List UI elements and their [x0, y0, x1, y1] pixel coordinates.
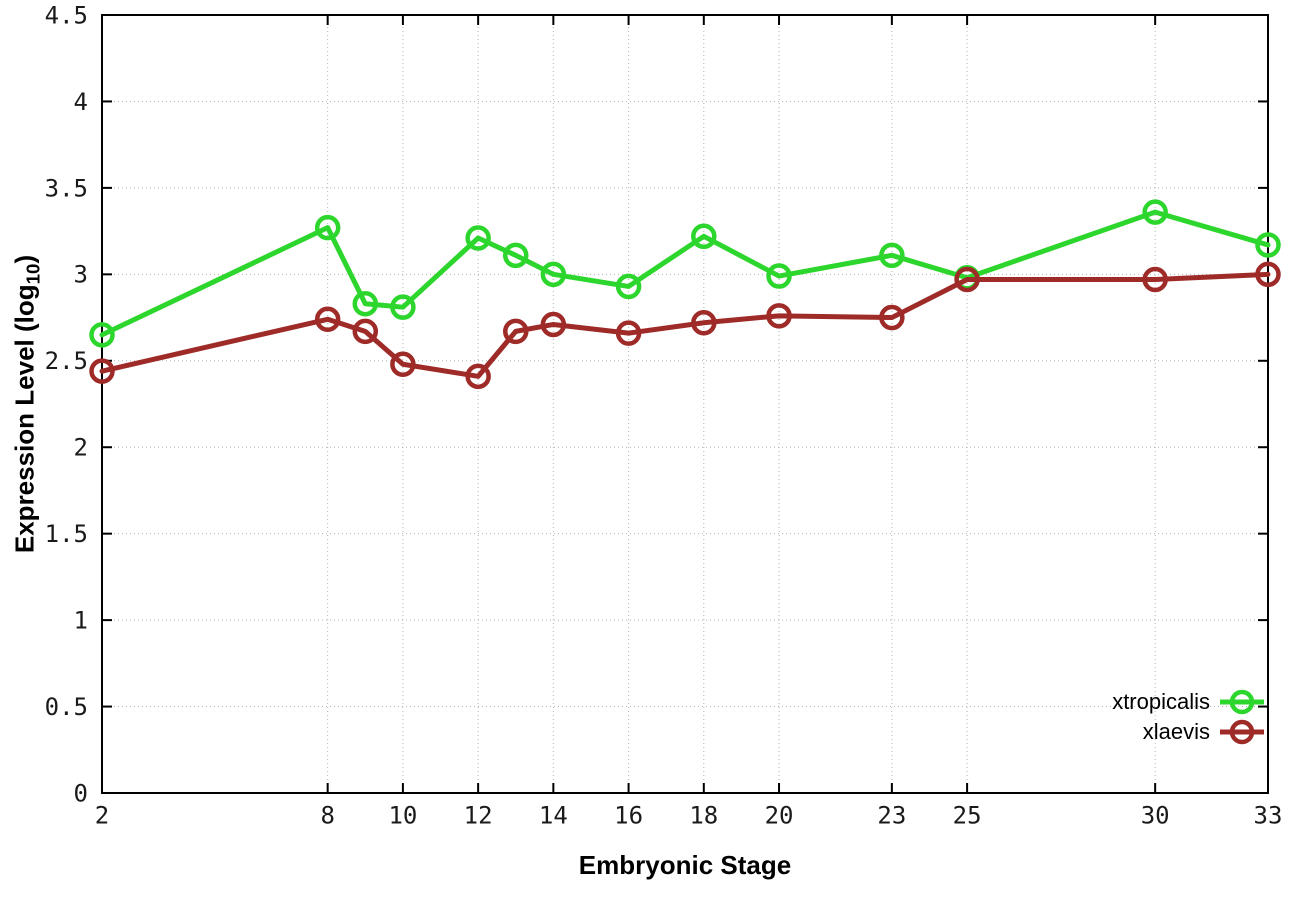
legend: xtropicalis xlaevis: [1112, 687, 1265, 747]
y-axis-label: Expression Level (log10): [9, 255, 44, 553]
data-point-xlaevis-13: [502, 318, 529, 345]
y-tick-label-3: 3: [74, 261, 88, 289]
x-tick-label-23: 23: [877, 802, 906, 830]
legend-sample-xtropicalis: [1220, 689, 1264, 715]
data-point-xtropicalis-18: [691, 223, 717, 250]
legend-marker-icon: [1229, 719, 1255, 745]
x-tick-label-12: 12: [464, 802, 493, 830]
y-tick-label-2: 2: [74, 434, 88, 462]
data-point-xtropicalis-13: [502, 242, 529, 269]
data-point-xtropicalis-23: [879, 242, 905, 269]
data-point-xlaevis-9: [352, 318, 379, 345]
y-axis-label-subscript: 10: [22, 263, 44, 285]
data-point-xlaevis-8: [314, 306, 341, 333]
series-line-xtropicalis: [99, 209, 1271, 338]
legend-sample-xlaevis: [1220, 719, 1264, 745]
x-tick-label-20: 20: [765, 802, 794, 830]
y-tick-label-0.5: 0.5: [45, 693, 88, 721]
data-point-xlaevis-16: [615, 320, 642, 346]
legend-item-xtropicalis: xtropicalis: [1112, 687, 1265, 717]
data-point-xtropicalis-16: [615, 273, 642, 300]
x-tick-label-18: 18: [689, 802, 718, 830]
x-tick-label-8: 8: [320, 802, 334, 830]
data-point-xlaevis-33: [1255, 261, 1281, 288]
data-point-xlaevis-10: [390, 351, 416, 377]
y-axis-label-close: ): [9, 254, 40, 264]
y-tick-label-0: 0: [74, 779, 88, 807]
legend-label-xtropicalis: xtropicalis: [1112, 689, 1210, 714]
data-point-xlaevis-25: [954, 266, 980, 293]
y-tick-label-4.5: 4.5: [45, 1, 88, 29]
y-tick-label-1: 1: [74, 607, 88, 635]
data-point-xtropicalis-20: [766, 263, 792, 289]
plot-border: [101, 14, 1269, 794]
y-axis-label-text: Expression Level (log: [9, 284, 40, 554]
y-tick-label-2.5: 2.5: [45, 347, 88, 375]
x-tick-label-30: 30: [1141, 802, 1170, 830]
x-tick-label-33: 33: [1254, 802, 1283, 830]
x-tick-label-10: 10: [388, 802, 417, 830]
data-point-xtropicalis-14: [540, 261, 567, 288]
y-tick-label-4: 4: [74, 88, 88, 116]
data-point-xtropicalis-12: [465, 225, 491, 251]
x-tick-label-14: 14: [539, 802, 568, 830]
data-point-xlaevis-20: [766, 303, 792, 329]
data-point-xtropicalis-33: [1255, 232, 1281, 258]
x-tick-label-16: 16: [614, 802, 643, 830]
series-line-xlaevis: [99, 271, 1271, 379]
legend-label-xlaevis: xlaevis: [1142, 719, 1210, 744]
data-point-xtropicalis-2: [89, 322, 115, 348]
data-point-xlaevis-30: [1142, 266, 1168, 293]
x-axis-label: Embryonic Stage: [578, 850, 792, 880]
y-tick-label-1.5: 1.5: [45, 520, 88, 548]
data-point-xlaevis-18: [691, 309, 717, 336]
data-point-xlaevis-2: [89, 358, 115, 384]
data-point-xlaevis-12: [465, 363, 491, 390]
data-point-xtropicalis-8: [314, 214, 341, 241]
x-tick-label-2: 2: [95, 802, 109, 830]
data-point-xlaevis-23: [879, 304, 905, 331]
legend-item-xlaevis: xlaevis: [1143, 717, 1265, 747]
y-tick-label-3.5: 3.5: [45, 174, 88, 202]
data-point-xlaevis-14: [540, 311, 567, 338]
data-point-xtropicalis-10: [390, 294, 416, 320]
data-point-xtropicalis-30: [1142, 199, 1168, 225]
legend-marker-icon: [1229, 689, 1255, 715]
data-point-xtropicalis-9: [352, 290, 379, 317]
x-tick-label-25: 25: [953, 802, 982, 830]
